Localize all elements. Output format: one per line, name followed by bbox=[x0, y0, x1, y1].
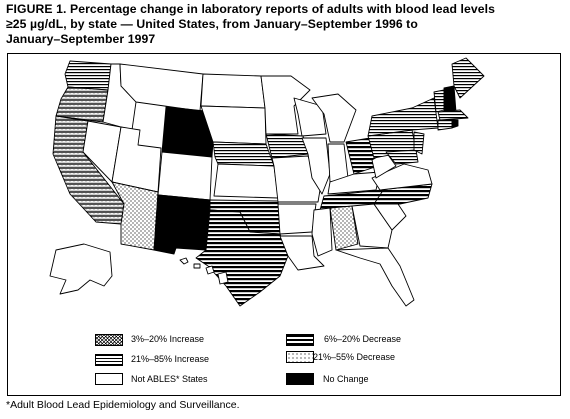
map-frame bbox=[7, 53, 561, 396]
state-colorado bbox=[157, 151, 213, 201]
state-florida bbox=[335, 247, 415, 307]
footnote: *Adult Blood Lead Epidemiology and Surve… bbox=[6, 399, 240, 411]
state-iowa bbox=[265, 133, 309, 159]
title-line-1: FIGURE 1. Percentage change in laborator… bbox=[6, 2, 496, 16]
state-utah bbox=[111, 126, 162, 193]
title-line-2: ≥25 µg/dL, by state — United States, fro… bbox=[6, 17, 418, 31]
state-nebraska bbox=[212, 141, 275, 167]
state-new-york bbox=[367, 97, 439, 137]
state-kansas bbox=[213, 163, 279, 199]
state-new-mexico bbox=[153, 194, 211, 255]
state-indiana bbox=[327, 143, 349, 183]
state-mississippi bbox=[311, 207, 333, 257]
state-illinois bbox=[301, 137, 331, 195]
state-new-hampshire bbox=[443, 85, 457, 113]
state-washington bbox=[64, 60, 112, 91]
state-rhode-island bbox=[451, 119, 459, 129]
state-hawaii bbox=[179, 257, 229, 285]
state-maryland bbox=[385, 149, 419, 165]
state-maine bbox=[451, 57, 485, 99]
state-virginia bbox=[371, 163, 433, 191]
us-map bbox=[49, 57, 485, 307]
state-georgia bbox=[351, 203, 393, 249]
figure-title: FIGURE 1. Percentage change in laborator… bbox=[6, 2, 562, 47]
state-louisiana bbox=[279, 235, 325, 271]
state-minnesota bbox=[260, 75, 311, 135]
state-alaska bbox=[49, 243, 113, 295]
state-arkansas bbox=[277, 203, 317, 235]
state-connecticut bbox=[437, 119, 453, 131]
state-alabama bbox=[329, 205, 359, 251]
state-massachusetts bbox=[437, 109, 469, 121]
state-vermont bbox=[433, 89, 445, 113]
title-line-3: January–September 1997 bbox=[6, 32, 156, 46]
state-north-dakota bbox=[200, 73, 266, 109]
state-texas bbox=[195, 209, 289, 307]
state-michigan bbox=[311, 93, 357, 143]
state-oregon bbox=[55, 86, 109, 123]
state-new-jersey bbox=[413, 131, 425, 155]
state-montana bbox=[119, 63, 204, 112]
